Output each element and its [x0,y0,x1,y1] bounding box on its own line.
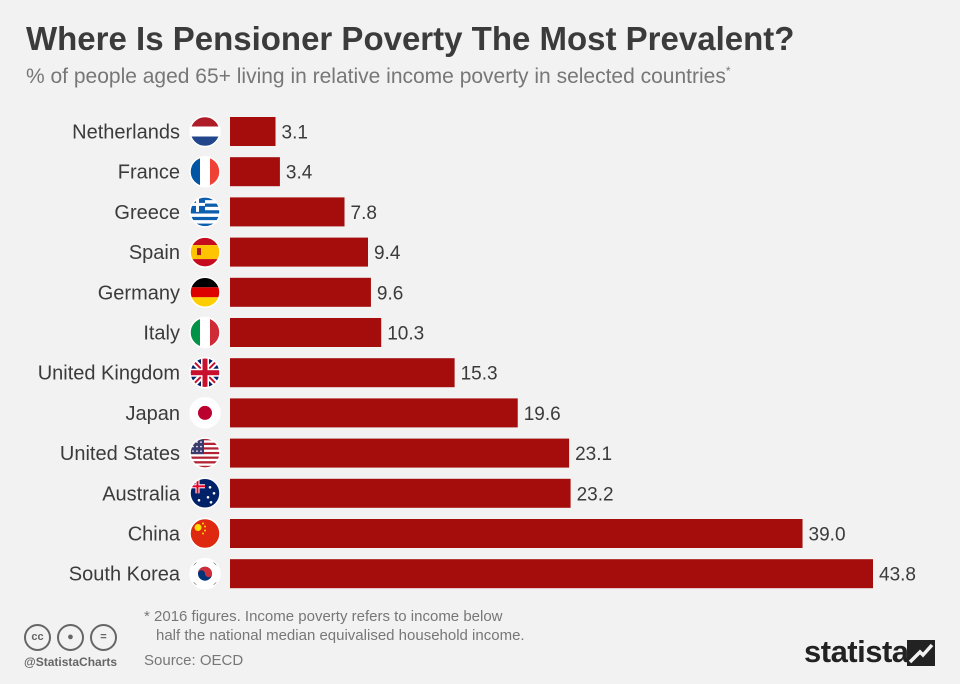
bar [230,358,455,388]
chart-title: Where Is Pensioner Poverty The Most Prev… [26,20,795,57]
germany-flag-icon [189,276,221,309]
chart-subtitle: % of people aged 65+ living in relative … [26,64,731,89]
subtitle-footnote-marker: * [725,64,731,78]
category-label: South Korea [69,564,181,586]
value-label: 23.1 [575,444,612,465]
category-label: Italy [143,323,180,345]
greece-flag-icon [189,196,221,228]
france-flag-icon [189,155,221,188]
bar [230,438,570,468]
bar [230,519,803,548]
category-label: Netherlands [72,122,180,144]
bar-chart: Netherlands 3.1 France 3.4 Greece 7.8 Spain 9.4… [38,115,916,590]
category-label: China [128,524,181,546]
italy-flag-icon [189,316,221,349]
us-flag-icon [189,437,221,469]
bar [230,117,276,146]
bar [230,157,280,187]
bar [230,559,873,589]
china-flag-icon [189,517,221,550]
value-label: 39.0 [809,525,846,546]
bar [230,398,518,428]
category-label: Australia [102,483,181,505]
uk-flag-icon [189,356,221,389]
license-icons: cc ● = [24,624,123,651]
value-label: 7.8 [351,203,377,224]
subtitle-text: % of people aged 65+ living in relative … [26,65,726,88]
japan-flag-icon [189,397,221,429]
footnote-line-1: * 2016 figures. Income poverty refers to… [144,608,503,625]
south-korea-flag-icon [189,557,221,590]
value-label: 9.6 [377,283,403,304]
value-label: 10.3 [387,324,424,345]
bar [230,318,382,347]
category-label: Spain [129,242,180,264]
statista-logo-icon [907,640,935,666]
category-label: France [118,162,180,184]
footnote-line-2: half the national median equivalised hou… [156,627,525,644]
value-label: 3.1 [282,123,308,144]
bar [230,277,371,307]
category-label: Germany [98,282,180,304]
social-handle: @StatistaCharts [24,655,118,669]
australia-flag-icon [189,477,221,510]
bar [230,237,368,267]
netherlands-flag-icon [189,115,221,148]
spain-flag-icon [189,236,221,268]
value-label: 23.2 [577,484,614,505]
value-label: 3.4 [286,163,313,184]
value-label: 19.6 [524,404,561,425]
category-label: Greece [114,202,180,224]
category-label: Japan [126,403,181,425]
source-note: Source: OECD [144,652,244,669]
no-derivatives-icon: = [90,624,117,651]
creative-commons-icon: cc [24,624,51,651]
value-label: 15.3 [461,364,498,385]
category-label: United Kingdom [38,363,180,385]
attribution-icon: ● [57,624,84,651]
brand-logo: statista [804,634,909,669]
bar [230,478,571,508]
footnote: * 2016 figures. Income poverty refers to… [144,607,525,645]
value-label: 43.8 [879,565,916,586]
value-label: 9.4 [374,243,401,264]
bar [230,197,345,227]
category-label: United States [60,443,180,465]
